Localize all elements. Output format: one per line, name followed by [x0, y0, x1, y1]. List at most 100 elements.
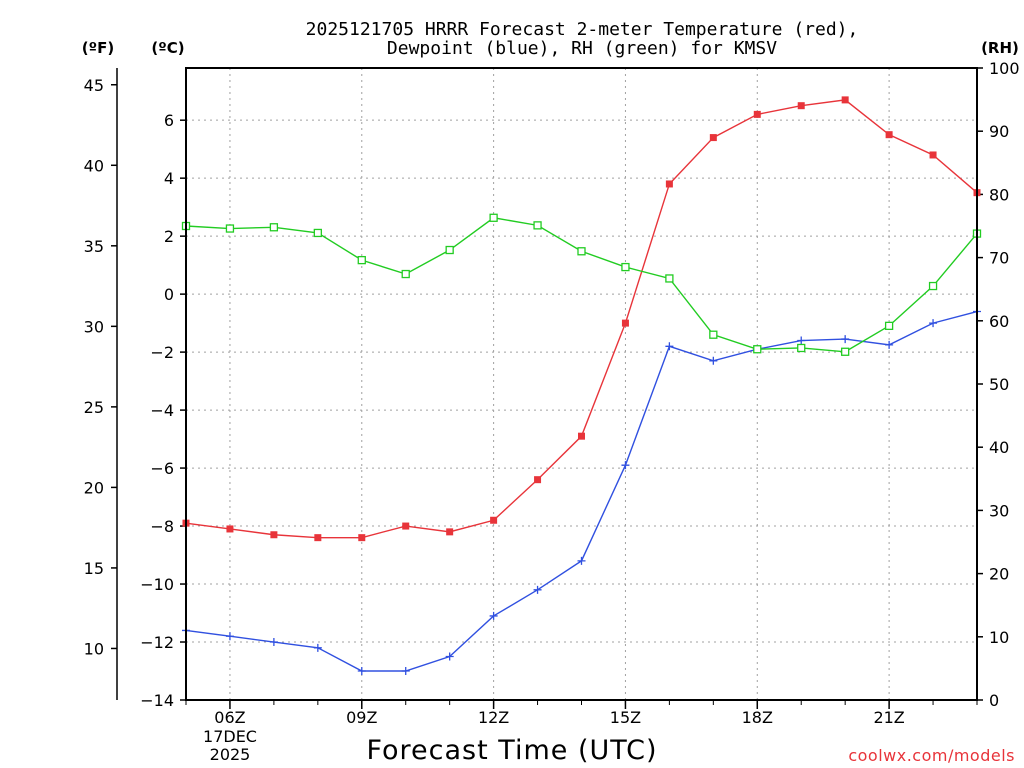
data-point-dewpoint: [401, 667, 410, 676]
celsius-tick-label: 4: [164, 169, 174, 188]
data-point-rh: [884, 321, 894, 331]
series-line-dewpoint: [185, 310, 978, 672]
data-point-temperature: [490, 516, 498, 524]
fahrenheit-axis: 45 40 35 30 25 20 15 10: [84, 76, 117, 658]
x-axis: 06Z 09Z 12Z 15Z 18Z 21Z: [185, 700, 978, 727]
data-point-rh: [445, 245, 454, 255]
data-point-rh: [753, 345, 762, 354]
rh-tick-label: 50: [989, 375, 1009, 394]
chart-title-line1: 2025121705 HRRR Forecast 2-meter Tempera…: [306, 19, 859, 40]
chart-title-line2: Dewpoint (blue), RH (green) for KMSV: [387, 38, 777, 59]
data-point-rh: [665, 274, 674, 283]
data-point-temperature: [621, 319, 629, 327]
series-temperature: [182, 96, 981, 542]
x-tick-label: 21Z: [873, 708, 904, 727]
data-point-rh: [928, 281, 938, 291]
data-point-temperature: [885, 131, 893, 139]
data-point-temperature: [709, 134, 717, 142]
rh-tick-label: 60: [989, 312, 1009, 331]
data-point-temperature: [270, 531, 278, 539]
fahrenheit-tick-label: 40: [84, 156, 104, 175]
x-tick-label: 06Z: [214, 708, 245, 727]
data-point-rh: [357, 255, 366, 265]
celsius-unit-label: (ºC): [151, 39, 184, 57]
rh-tick-label: 70: [989, 249, 1009, 268]
fahrenheit-tick-label: 25: [84, 398, 104, 417]
data-point-dewpoint: [797, 336, 806, 345]
fahrenheit-tick-label: 35: [84, 237, 104, 256]
data-point-dewpoint: [313, 643, 322, 652]
data-point-dewpoint: [533, 585, 542, 594]
celsius-tick-label: −6: [150, 459, 174, 478]
celsius-tick-label: −8: [150, 517, 174, 536]
x-tick-label: 12Z: [478, 708, 509, 727]
data-point-rh: [797, 343, 806, 353]
celsius-tick-label: −14: [140, 691, 174, 710]
data-point-dewpoint: [885, 340, 894, 349]
credit-label: coolwx.com/models: [848, 746, 1015, 765]
celsius-tick-label: −4: [150, 401, 174, 420]
data-point-rh: [489, 213, 498, 222]
data-point-temperature: [665, 180, 673, 188]
celsius-tick-label: −10: [140, 575, 174, 594]
celsius-tick-label: −12: [140, 633, 174, 652]
date-label-day: 17DEC: [203, 727, 257, 746]
data-point-rh: [577, 247, 586, 256]
data-point-temperature: [534, 476, 542, 484]
fahrenheit-unit-label: (ºF): [82, 39, 114, 57]
x-axis-label: Forecast Time (UTC): [366, 735, 657, 766]
data-point-temperature: [753, 110, 761, 118]
data-point-dewpoint: [269, 638, 278, 647]
rh-tick-label: 100: [989, 59, 1020, 78]
data-point-temperature: [226, 525, 234, 533]
fahrenheit-tick-label: 15: [84, 559, 104, 578]
data-point-temperature: [578, 432, 585, 440]
fahrenheit-tick-label: 45: [84, 76, 104, 95]
celsius-tick-label: 2: [164, 227, 174, 246]
rh-tick-label: 20: [989, 565, 1009, 584]
rh-tick-label: 10: [989, 628, 1009, 647]
plot-frame: [185, 67, 978, 701]
celsius-tick-label: 0: [164, 285, 174, 304]
rh-tick-label: 90: [989, 122, 1009, 141]
x-tick-label: 09Z: [346, 708, 377, 727]
data-point-dewpoint: [929, 319, 938, 328]
data-point-dewpoint: [709, 356, 718, 365]
rh-tick-label: 40: [989, 438, 1009, 457]
data-point-rh: [269, 223, 279, 232]
data-point-temperature: [929, 151, 937, 159]
data-point-temperature: [314, 534, 322, 542]
series-layer: [181, 96, 982, 676]
data-point-dewpoint: [357, 667, 366, 676]
gridlines: [186, 68, 977, 700]
series-line-temperature: [185, 99, 978, 539]
data-point-dewpoint: [665, 342, 674, 351]
x-tick-label: 15Z: [610, 708, 641, 727]
celsius-tick-label: 6: [164, 111, 174, 130]
fahrenheit-tick-label: 30: [84, 317, 104, 336]
rh-unit-label: (RH): [981, 39, 1019, 57]
rh-tick-label: 0: [989, 691, 999, 710]
data-point-temperature: [358, 534, 366, 542]
data-point-dewpoint: [445, 652, 454, 661]
data-point-rh: [533, 221, 542, 230]
data-point-temperature: [402, 522, 410, 530]
date-label-year: 2025: [210, 745, 251, 764]
fahrenheit-tick-label: 20: [84, 478, 104, 497]
celsius-tick-label: −2: [150, 343, 174, 362]
data-point-temperature: [446, 528, 454, 536]
data-point-dewpoint: [489, 611, 498, 620]
rh-tick-label: 80: [989, 185, 1009, 204]
data-point-temperature: [841, 96, 849, 104]
celsius-axis: 6 4 2 0 −2 −4 −6 −8 −10 −12 −14: [140, 111, 186, 710]
data-point-rh: [225, 224, 235, 233]
data-point-dewpoint: [577, 556, 586, 565]
fahrenheit-tick-label: 10: [84, 639, 104, 658]
data-point-rh: [313, 228, 322, 238]
data-point-temperature: [797, 102, 805, 110]
series-line-rh: [185, 217, 978, 353]
data-point-rh: [401, 269, 410, 279]
x-tick-label: 18Z: [742, 708, 773, 727]
